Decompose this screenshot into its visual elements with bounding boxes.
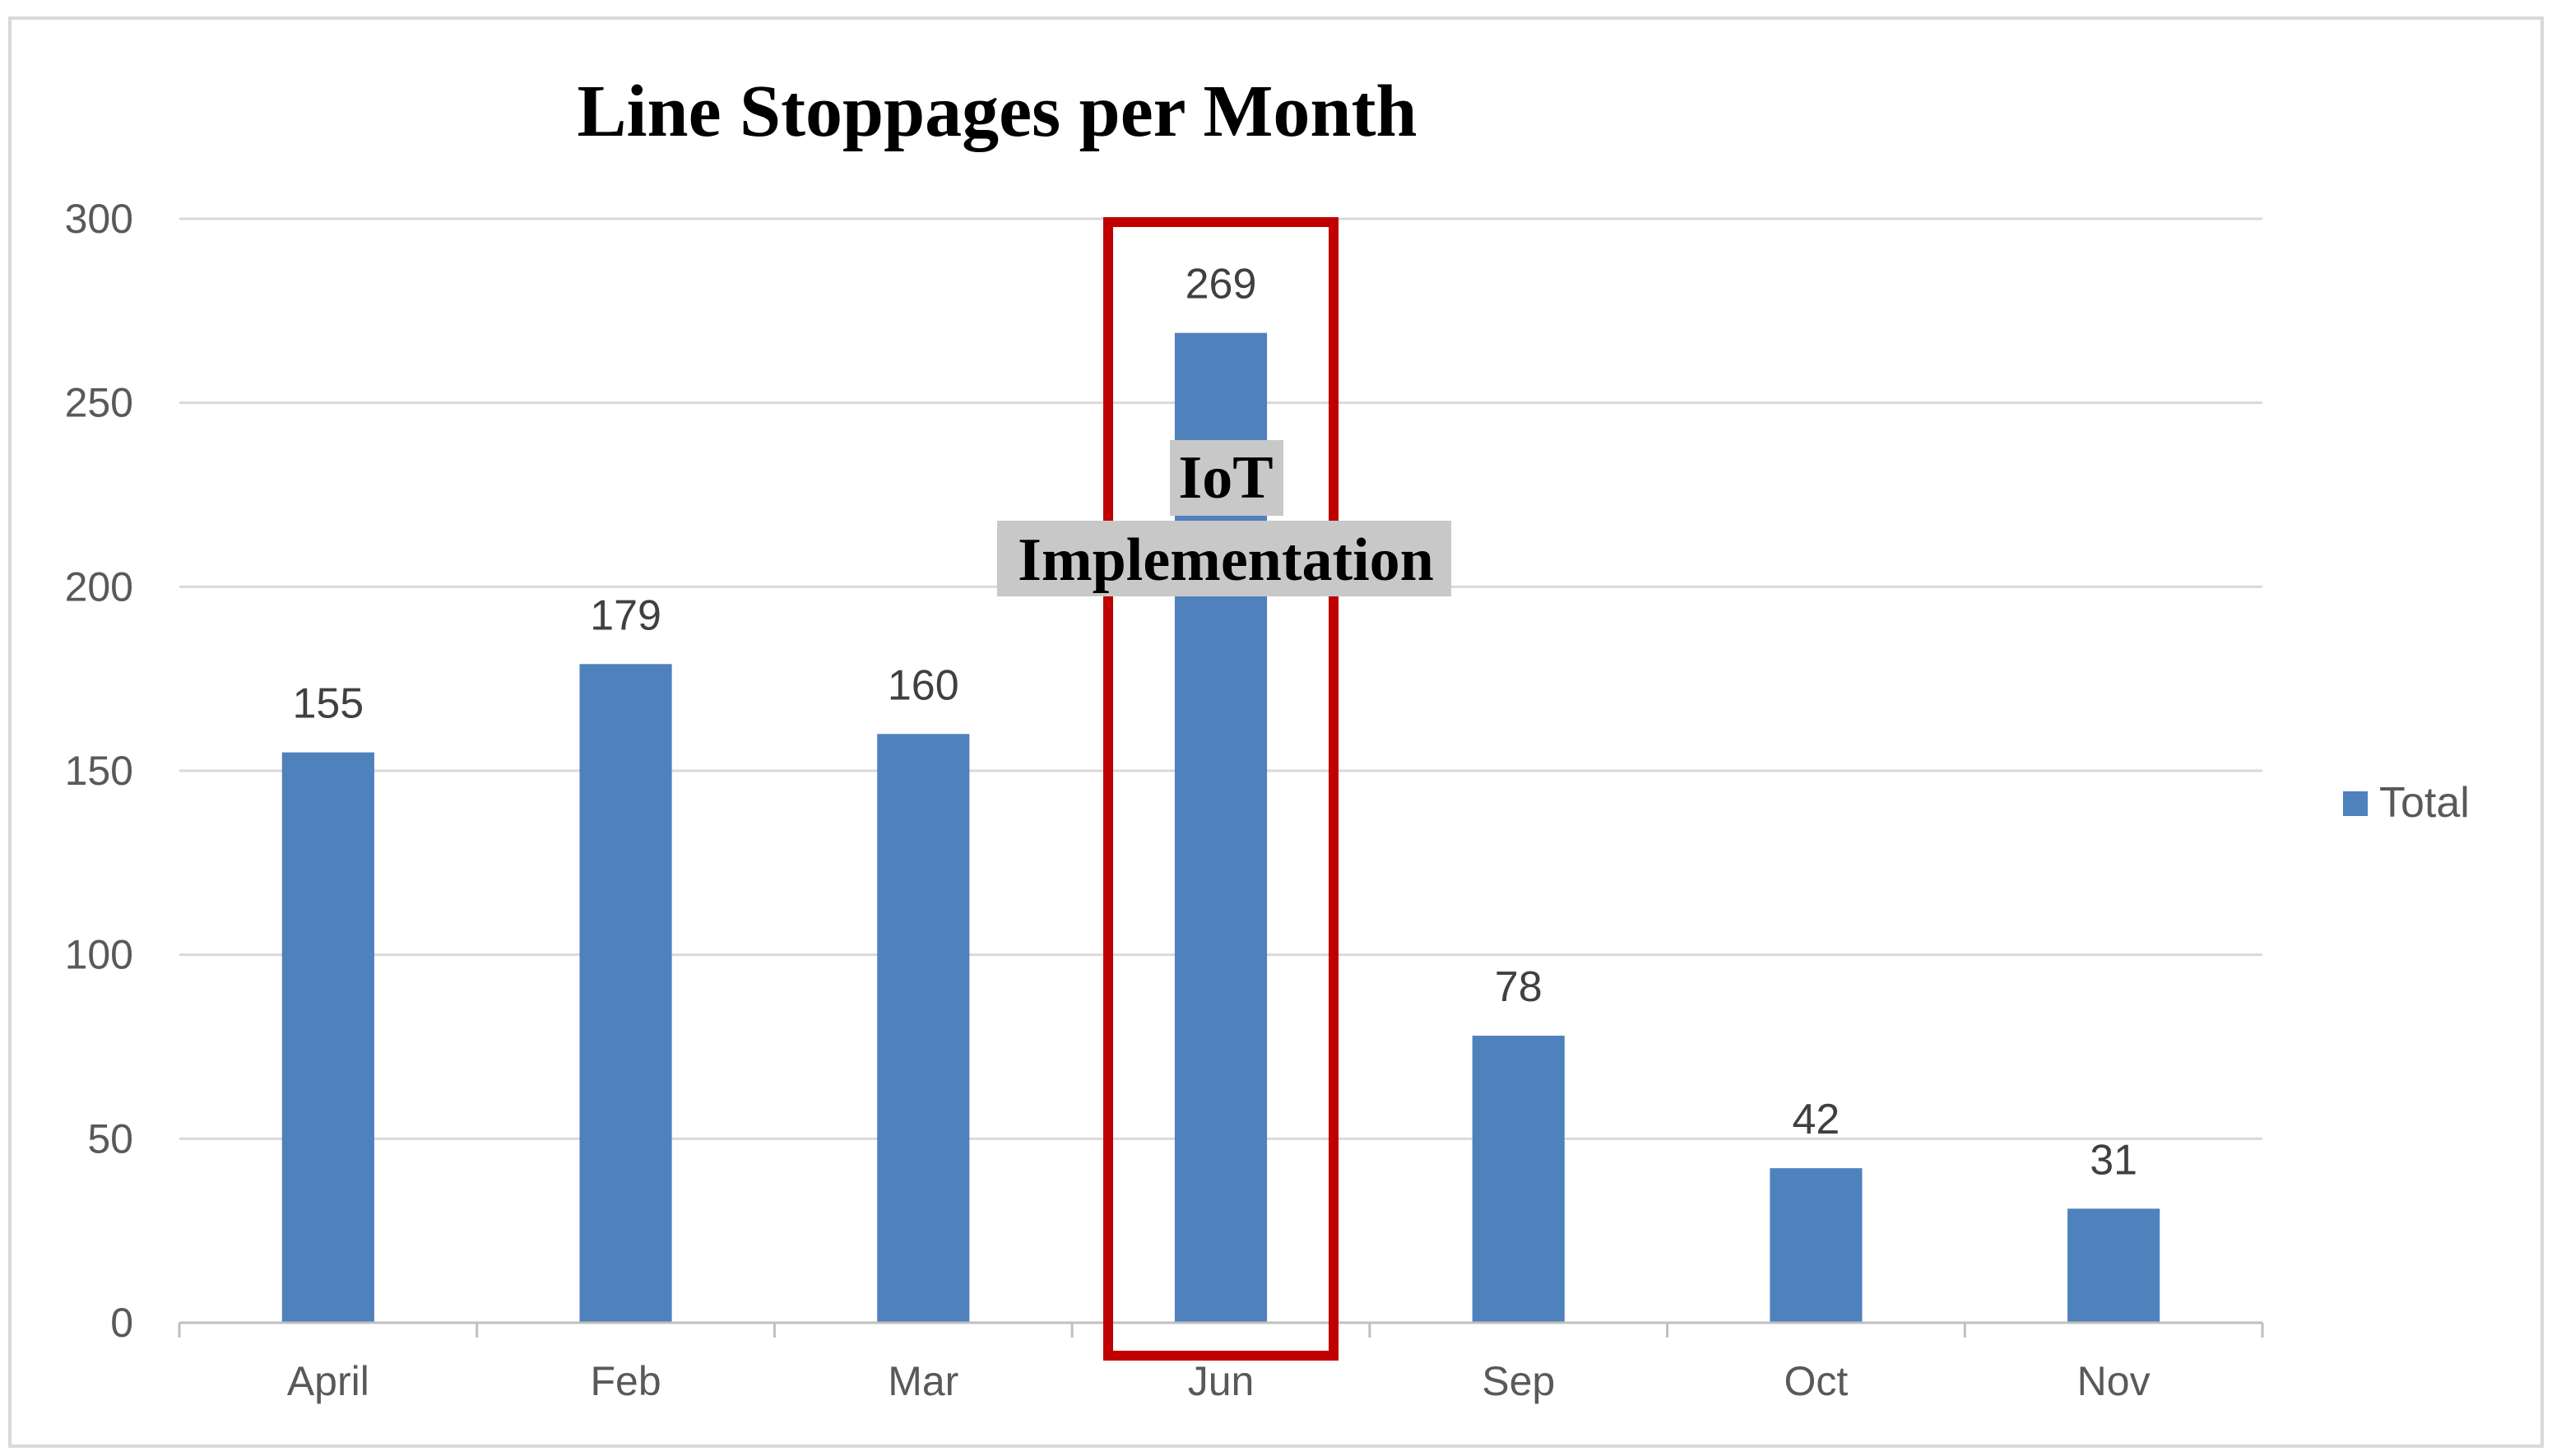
y-tick-label: 100	[65, 932, 133, 978]
y-tick-label: 200	[65, 563, 133, 610]
bar-april	[281, 752, 374, 1323]
data-label-jun: 269	[1186, 261, 1257, 308]
bar-nov	[2067, 1208, 2160, 1323]
legend-label-total: Total	[2379, 779, 2470, 827]
y-tick-label: 0	[110, 1300, 133, 1346]
y-tick-label: 250	[65, 380, 133, 426]
x-tick-label: Nov	[2077, 1358, 2151, 1404]
x-axis	[178, 1321, 2264, 1338]
bar-mar	[877, 734, 970, 1323]
annotation-bg-line1	[1170, 440, 1283, 516]
x-tick-label: Oct	[1784, 1358, 1849, 1404]
data-label-nov: 31	[2090, 1136, 2137, 1184]
x-axis-tick-labels: April Feb Mar Jun Sep Oct Nov	[287, 1358, 2151, 1404]
y-axis-tick-labels: 0 50 100 150 200 250 300	[65, 196, 133, 1346]
x-tick-label: Feb	[590, 1358, 661, 1404]
chart-frame	[8, 16, 2544, 1448]
x-tick-label: April	[287, 1358, 369, 1404]
annotation-bg-line2	[997, 521, 1451, 596]
y-tick-label: 150	[65, 748, 133, 794]
data-label-april: 155	[292, 680, 364, 728]
y-tick-label: 300	[65, 196, 133, 242]
x-tick-label: Jun	[1188, 1358, 1255, 1404]
annotation-line-1: IoT	[1178, 444, 1273, 512]
highlight-box	[1103, 217, 1339, 1361]
x-tick-label: Sep	[1482, 1358, 1555, 1404]
data-label-sep: 78	[1495, 963, 1543, 1011]
legend: Total	[2343, 779, 2470, 827]
data-label-oct: 42	[1793, 1096, 1840, 1143]
x-tick-label: Mar	[888, 1358, 958, 1404]
legend-swatch	[2343, 791, 2368, 816]
y-tick-label: 50	[87, 1115, 133, 1162]
bars	[281, 332, 2160, 1323]
chart-title: Line Stoppages per Month	[578, 71, 1418, 152]
bar-oct	[1770, 1168, 1863, 1323]
iot-annotation: IoT Implementation	[997, 217, 1451, 1361]
bar-sep	[1472, 1036, 1565, 1323]
data-label-feb: 179	[590, 591, 661, 639]
annotation-line-2: Implementation	[1018, 526, 1434, 594]
data-label-mar: 160	[888, 661, 959, 709]
bar-feb	[579, 664, 672, 1323]
data-labels: 155 179 160 269 78 42 31	[292, 261, 2137, 1185]
